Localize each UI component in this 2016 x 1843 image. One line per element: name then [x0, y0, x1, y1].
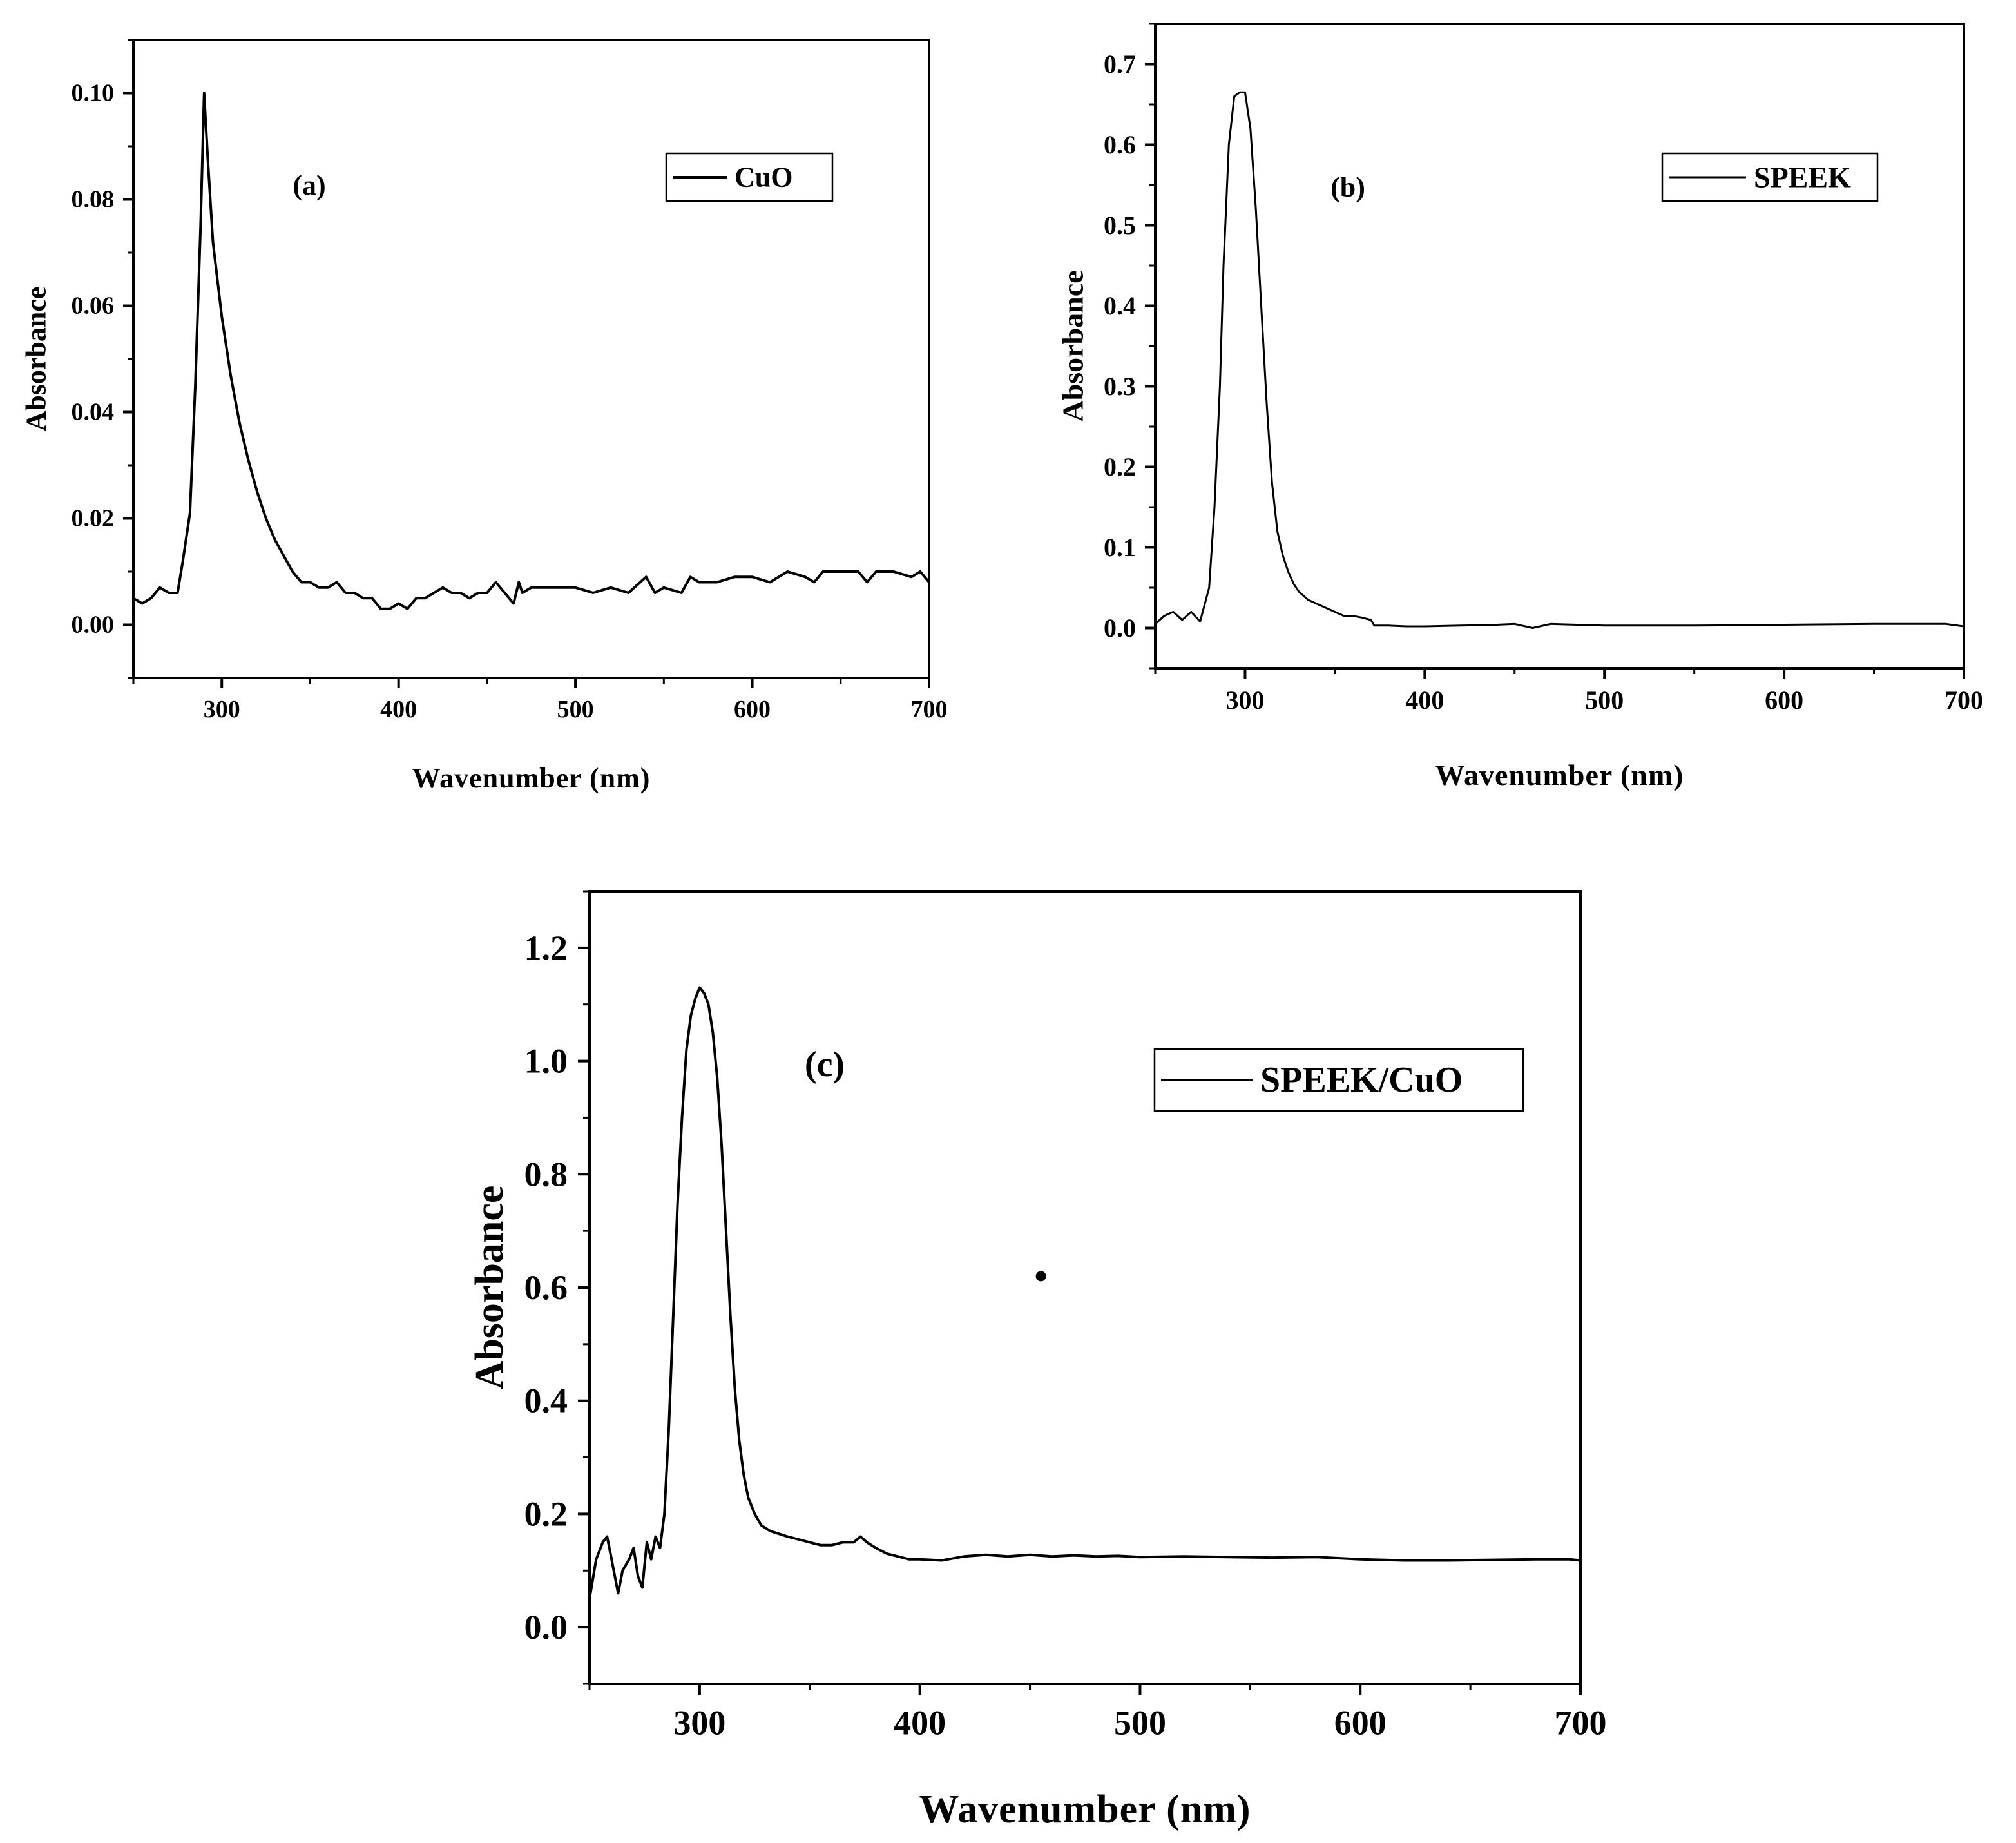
panel-label: (a)	[293, 169, 325, 201]
y-axis-label: Absorbance	[1057, 270, 1090, 421]
legend: SPEEK	[1661, 152, 1879, 202]
y-tick-label: 0.2	[524, 1494, 568, 1533]
x-tick-label: 700	[1555, 1703, 1607, 1742]
series-line-speek	[1154, 91, 1965, 629]
y-tick-label: 0.6	[524, 1268, 568, 1307]
y-tick-label: 0.4	[524, 1382, 568, 1420]
x-tick-label: 300	[673, 1703, 725, 1742]
x-axis-label: Wavenumber (nm)	[412, 762, 651, 794]
panel-b: 0.0 0.1 0.2 0.3 0.4 0.5 0.6 0.7 300 400 500 600 700 W…	[1057, 23, 1983, 791]
x-tick-label: 400	[894, 1703, 946, 1742]
x-tick-label: 700	[1944, 686, 1983, 715]
y-tick-label: 0.7	[1104, 50, 1136, 79]
panel-label: (c)	[805, 1045, 845, 1085]
y-tick-label: 0.6	[1104, 130, 1136, 159]
plot-frame	[132, 39, 930, 679]
legend-entry: CuO	[734, 162, 792, 193]
x-tick-label: 600	[1765, 686, 1803, 715]
x-tick-label: 500	[557, 696, 594, 723]
y-tick-label: 0.00	[72, 612, 115, 639]
y-tick-label: 0.5	[1104, 211, 1136, 240]
y-tick-label: 0.0	[524, 1608, 568, 1646]
y-tick-label: 1.2	[524, 929, 568, 967]
x-tick-label: 600	[734, 696, 771, 723]
x-tick-label: 600	[1334, 1703, 1387, 1742]
y-tick-label: 0.02	[72, 505, 115, 532]
legend-entry: SPEEK	[1754, 161, 1851, 194]
x-tick-label: 300	[204, 696, 240, 723]
y-tick-label: 0.8	[524, 1155, 568, 1193]
y-tick-label: 0.2	[1104, 452, 1136, 481]
y-tick-label: 0.1	[1104, 533, 1136, 562]
x-tick-label: 500	[1114, 1703, 1166, 1742]
series-line-cuo	[132, 92, 930, 610]
x-axis-label: Wavenumber (nm)	[919, 1788, 1251, 1831]
y-tick-label: 0.06	[72, 293, 115, 320]
legend-entry: SPEEK/CuO	[1260, 1060, 1463, 1100]
plot-frame	[1154, 23, 1965, 670]
x-tick-label: 500	[1585, 686, 1624, 715]
x-tick-label: 700	[911, 696, 948, 723]
plot-frame	[588, 890, 1582, 1685]
legend: CuO	[665, 152, 834, 202]
y-axis-label: Absorbance	[21, 287, 52, 432]
x-tick-label: 300	[1225, 686, 1264, 715]
x-axis-label: Wavenumber (nm)	[1435, 758, 1684, 791]
annotation-dot	[1035, 1271, 1046, 1282]
y-tick-label: 1.0	[524, 1042, 568, 1081]
x-tick-label: 400	[380, 696, 417, 723]
panel-label: (b)	[1330, 171, 1365, 203]
y-axis-label: Absorbance	[468, 1186, 512, 1390]
x-tick-label: 400	[1405, 686, 1444, 715]
y-tick-label: 0.4	[1104, 291, 1136, 320]
y-tick-label: 0.10	[72, 80, 115, 107]
panel-a: 0.00 0.02 0.04 0.06 0.08 0.10 300 400 500 600 700 W…	[21, 39, 948, 794]
series-line-speek-cuo	[588, 986, 1582, 1601]
panel-c: 0.0 0.2 0.4 0.6 0.8 1.0 1.2 300 400 500 600 700 Wave…	[468, 890, 1607, 1831]
legend: SPEEK/CuO	[1153, 1048, 1524, 1112]
y-tick-label: 0.08	[72, 186, 115, 213]
y-tick-label: 0.0	[1104, 613, 1136, 642]
y-tick-label: 0.3	[1104, 372, 1136, 401]
y-tick-label: 0.04	[72, 399, 115, 426]
